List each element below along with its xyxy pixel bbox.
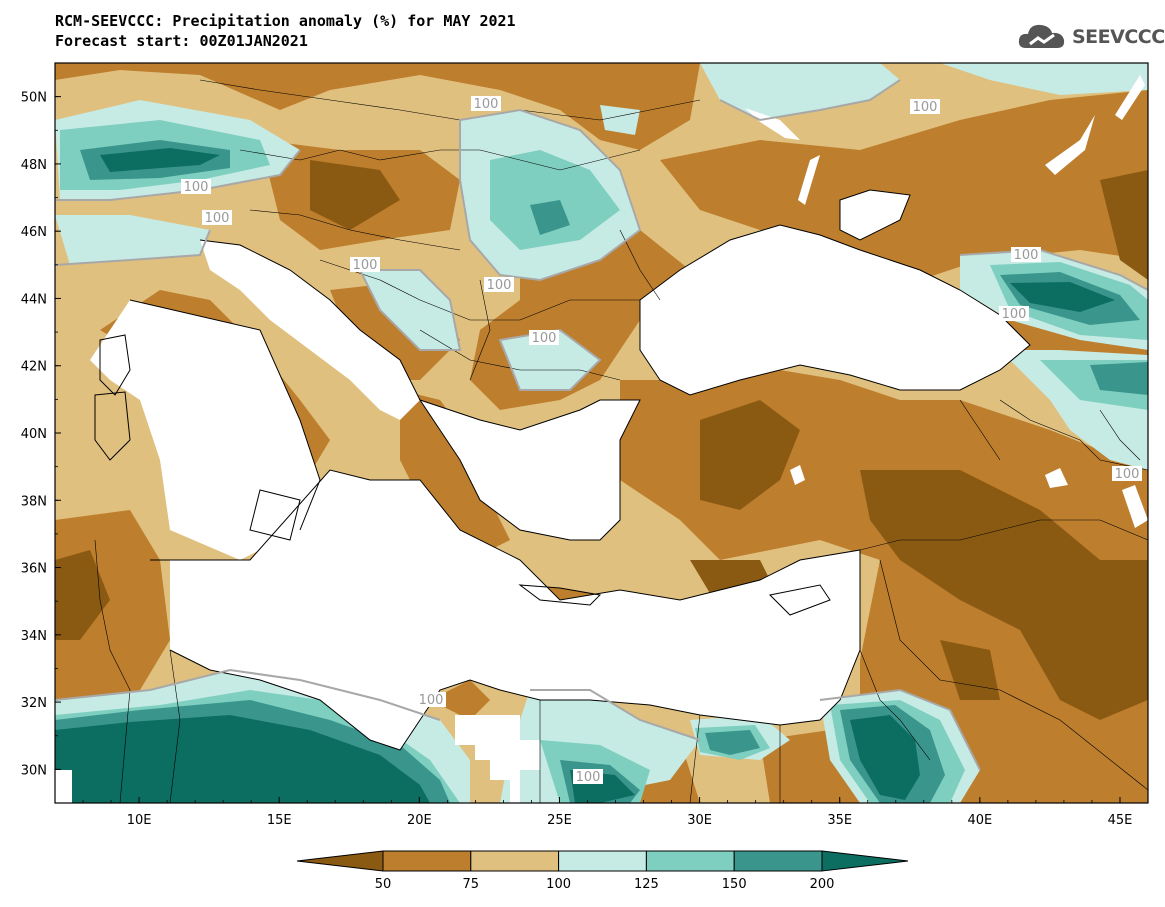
colorbar-box [733,850,823,872]
cloud-icon [1018,24,1065,48]
map-fill [55,63,1148,803]
y-tick-label: 48N [21,158,47,173]
contour-label: 100 [184,180,209,195]
contour-label-bg [1011,247,1041,262]
y-tick-label: 32N [21,696,47,711]
contour-label-bg [573,769,603,784]
sea-mask [55,75,1148,803]
x-tick-label: 40E [967,813,992,828]
contour-label: 100 [419,693,444,708]
contour-label-bg [202,210,232,225]
map-title: RCM-SEEVCCC: Precipitation anomaly (%) f… [55,12,516,30]
y-tick-label: 44N [21,292,47,307]
contour-label-bg [416,692,446,707]
contour-label: 100 [205,211,230,226]
contour-label: 100 [1115,467,1140,482]
contour-label-bg [999,306,1029,321]
colorbar: 50 75 100 125 150 200 [296,850,909,892]
contour-label: 100 [474,97,499,112]
y-axis: 30N 32N 34N 36N 38N 40N 42N 44N 46N 48N 50N [21,62,61,804]
contour-label-bg [471,96,501,111]
contour-label: 100 [353,258,378,273]
x-axis: 10E 15E 20E 25E 30E 35E 40E 45E [54,797,1149,828]
x-tick-label: 30E [687,813,712,828]
y-tick-label: 50N [21,91,47,106]
contour-label-bg [181,179,211,194]
x-tick-label: 15E [267,813,292,828]
x-tick-label: 20E [407,813,432,828]
y-tick-label: 40N [21,427,47,442]
colorbar-label: 125 [634,877,659,892]
anomaly-below-50-regions [55,160,1148,720]
colorbar-box [470,850,560,872]
country-borders [94,79,1148,803]
x-tick-label: 45E [1108,813,1133,828]
colorbar-box [645,850,735,872]
contour-label-bg [910,99,940,114]
seevccc-logo: SEEVCCC [1016,20,1165,54]
colorbar-label: 200 [810,877,835,892]
x-tick-label: 35E [827,813,852,828]
contour-label: 100 [576,770,601,785]
colorbar-high-triangle [821,850,909,872]
colorbar-box [558,850,647,872]
contour-label: 100 [487,278,512,293]
x-tick-label: 10E [127,813,152,828]
colorbar-label: 150 [722,877,747,892]
x-tick-label: 25E [547,813,572,828]
contour-label: 100 [1002,307,1027,322]
colorbar-label: 75 [463,877,480,892]
contour-label: 100 [1014,248,1039,263]
y-tick-label: 36N [21,562,47,577]
anomaly-above-200-regions [55,148,1115,803]
colorbar-box [382,850,472,872]
contour-100-lines [55,79,1148,771]
y-tick-label: 46N [21,225,47,240]
logo-text: SEEVCCC [1072,26,1165,48]
contour-label: 100 [532,331,557,346]
coastlines [94,189,1031,751]
contour-labels: 100 100 100 100 100 100 100 100 100 100 100 100 [181,96,1142,785]
contour-label-bg [350,257,380,272]
colorbar-label: 50 [375,877,392,892]
contour-label-bg [484,277,514,292]
contour-label-bg [529,330,559,345]
y-tick-label: 30N [21,763,47,778]
contour-label-bg [1112,466,1142,481]
colorbar-low-triangle [296,850,384,872]
forecast-start-label: Forecast start: 00Z01JAN2021 [55,32,308,50]
y-tick-label: 38N [21,494,47,509]
y-tick-label: 34N [21,629,47,644]
contour-label: 100 [913,100,938,115]
y-tick-label: 42N [21,360,47,375]
colorbar-label: 100 [546,877,571,892]
